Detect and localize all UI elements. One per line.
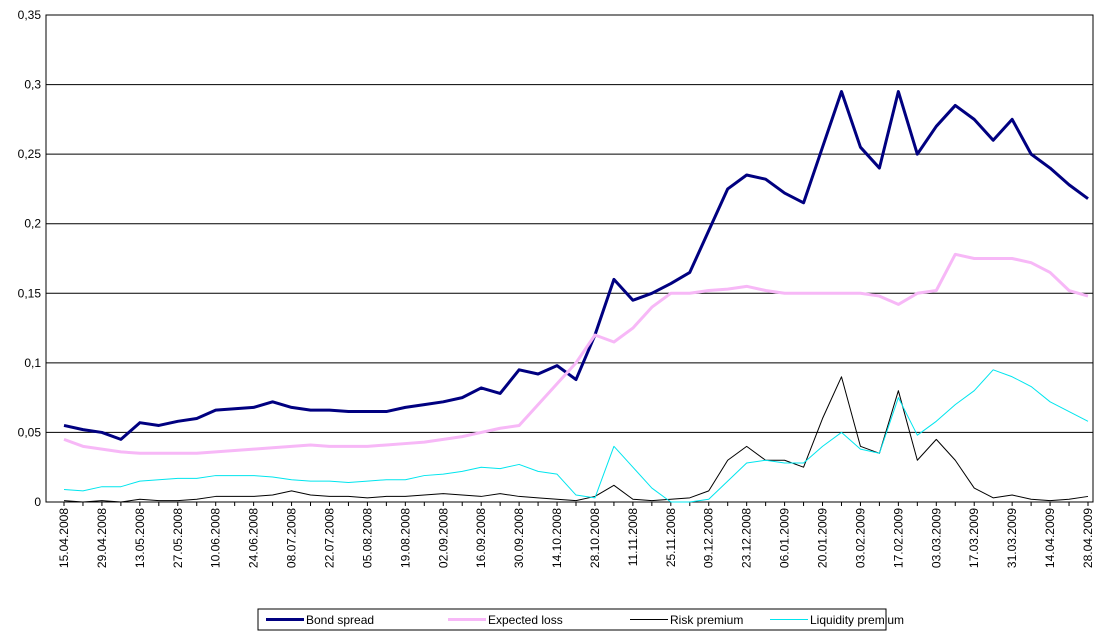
x-tick-label: 22.07.2008 [322,508,336,568]
legend-label: Bond spread [306,613,374,627]
x-tick-label: 20.01.2009 [816,508,830,568]
y-tick-label: 0,05 [18,425,42,439]
x-tick-label: 16.09.2008 [474,508,488,568]
x-tick-label: 14.10.2008 [550,508,564,568]
x-tick-label: 23.12.2008 [740,508,754,568]
line-series [63,90,1089,441]
y-tick-label: 0,2 [24,217,41,231]
x-tick-label: 15.04.2008 [57,508,71,568]
x-tick-label: 28.10.2008 [588,508,602,568]
legend-label: Risk premium [670,613,743,627]
legend-label: Expected loss [488,613,563,627]
x-tick-label: 29.04.2008 [95,508,109,568]
x-tick-label: 30.09.2008 [512,508,526,568]
x-tick-label: 13.05.2008 [133,508,147,568]
x-tick-label: 28.04.2009 [1081,508,1095,568]
y-tick-label: 0,25 [18,147,42,161]
line-series [63,369,1089,503]
x-tick-label: 10.06.2008 [209,508,223,568]
x-tick-label: 27.05.2008 [171,508,185,568]
y-tick-label: 0,35 [18,8,42,22]
x-tick-label: 09.12.2008 [702,508,716,568]
legend-box [257,608,887,631]
y-tick-label: 0,1 [24,356,41,370]
x-tick-label: 08.07.2008 [285,508,299,568]
x-tick-label: 06.01.2009 [778,508,792,568]
y-tick-label: 0 [34,495,41,509]
x-tick-label: 17.02.2009 [891,508,905,568]
plot-area [45,14,1094,503]
y-tick-label: 0,15 [18,286,42,300]
line-series [63,376,1089,503]
x-tick-label: 17.03.2009 [967,508,981,568]
x-tick-label: 02.09.2008 [436,508,450,568]
x-tick-label: 31.03.2009 [1005,508,1019,568]
y-tick-label: 0,3 [24,78,41,92]
x-tick-label: 11.11.2008 [626,508,640,567]
x-tick-label: 03.02.2009 [853,508,867,568]
x-tick-label: 25.11.2008 [664,508,678,567]
x-tick-label: 24.06.2008 [247,508,261,568]
x-tick-label: 19.08.2008 [398,508,412,568]
x-tick-label: 14.04.2009 [1043,508,1057,568]
legend-label: Liquidity premium [810,613,904,627]
x-tick-label: 05.08.2008 [360,508,374,568]
line-series [63,252,1089,455]
x-tick-label: 03.03.2009 [929,508,943,568]
